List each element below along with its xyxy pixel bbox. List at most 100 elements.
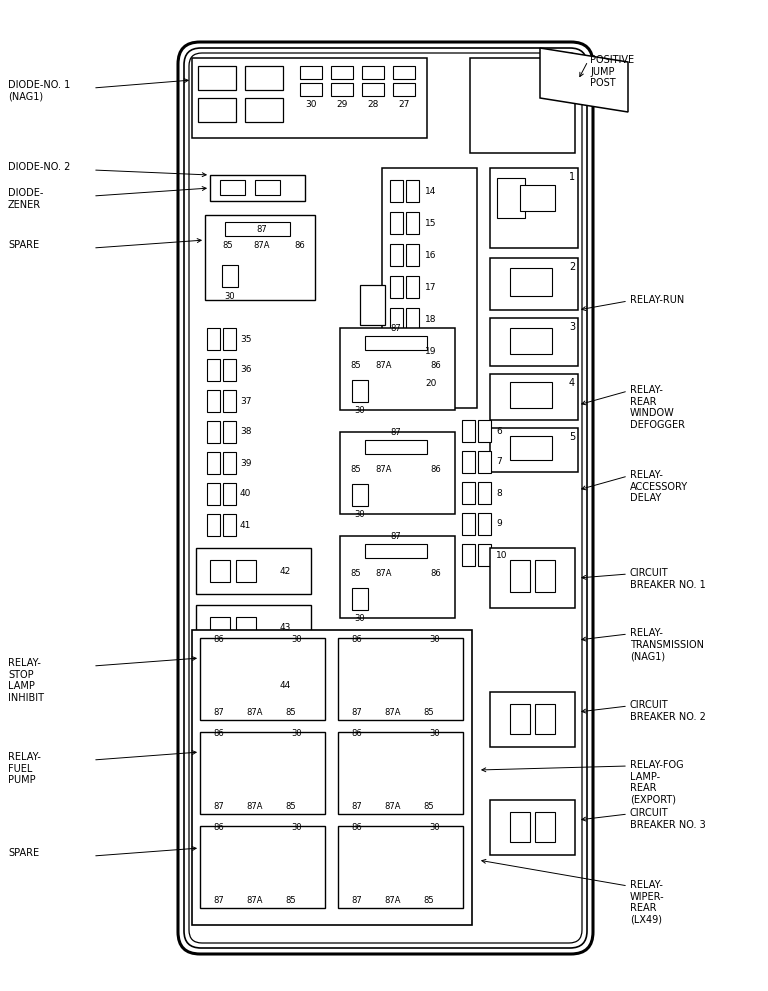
Bar — [406, 276, 419, 298]
Text: 5: 5 — [569, 432, 575, 442]
FancyBboxPatch shape — [178, 42, 593, 954]
Text: 30: 30 — [305, 100, 316, 109]
Text: DIODE-NO. 2: DIODE-NO. 2 — [8, 162, 71, 172]
Text: 41: 41 — [240, 520, 251, 529]
Text: CIRCUIT
BREAKER NO. 1: CIRCUIT BREAKER NO. 1 — [630, 568, 706, 590]
Text: 28: 28 — [367, 100, 379, 109]
Text: 87A: 87A — [247, 802, 263, 811]
Text: 87A: 87A — [376, 362, 392, 371]
Text: 87A: 87A — [385, 896, 401, 905]
Bar — [365, 440, 427, 454]
Bar — [390, 372, 403, 394]
Text: 18: 18 — [425, 314, 436, 323]
Text: 15: 15 — [425, 218, 436, 228]
Text: 87: 87 — [214, 802, 224, 811]
Bar — [490, 800, 575, 855]
Bar — [225, 222, 290, 236]
Text: 20: 20 — [425, 379, 436, 387]
Text: 27: 27 — [399, 100, 409, 109]
Text: 85: 85 — [424, 802, 435, 811]
Bar — [462, 420, 475, 442]
Text: 7: 7 — [496, 458, 502, 467]
Bar — [490, 318, 578, 366]
Text: 29: 29 — [336, 100, 348, 109]
Bar — [422, 872, 436, 892]
Bar — [196, 662, 311, 708]
Bar — [223, 390, 236, 412]
Text: 86: 86 — [430, 570, 441, 579]
Bar — [535, 704, 555, 734]
Text: 19: 19 — [425, 347, 436, 356]
Bar — [462, 482, 475, 504]
Bar — [205, 215, 315, 300]
Text: RELAY-
TRANSMISSION
(NAG1): RELAY- TRANSMISSION (NAG1) — [630, 628, 704, 661]
Bar — [207, 390, 220, 412]
Bar — [236, 617, 256, 639]
Bar — [365, 544, 427, 558]
Bar — [207, 328, 220, 350]
Text: CIRCUIT
BREAKER NO. 2: CIRCUIT BREAKER NO. 2 — [630, 700, 706, 721]
Bar — [284, 684, 298, 704]
Text: 85: 85 — [424, 708, 435, 717]
Text: 87A: 87A — [385, 708, 401, 717]
Text: 30: 30 — [429, 823, 440, 832]
Text: RELAY-
WIPER-
REAR
(LX49): RELAY- WIPER- REAR (LX49) — [630, 880, 664, 925]
Bar — [490, 374, 578, 420]
Bar — [535, 560, 555, 592]
Bar — [350, 646, 364, 666]
Text: 86: 86 — [430, 362, 441, 371]
Bar — [478, 451, 491, 473]
Text: 86: 86 — [214, 729, 224, 738]
Bar — [255, 180, 280, 195]
Bar — [390, 212, 403, 234]
Bar — [406, 244, 419, 266]
Bar — [223, 359, 236, 381]
Bar — [245, 98, 283, 122]
Bar — [352, 588, 368, 610]
Text: 43: 43 — [280, 623, 291, 632]
Bar — [212, 834, 226, 854]
Text: 85: 85 — [350, 362, 361, 371]
Bar — [340, 432, 455, 514]
Text: RELAY-RUN: RELAY-RUN — [630, 295, 684, 305]
Bar — [290, 646, 304, 666]
Text: RELAY-
REAR
WINDOW
DEFOGGER: RELAY- REAR WINDOW DEFOGGER — [630, 385, 685, 430]
Bar — [207, 452, 220, 474]
Text: 87: 87 — [352, 708, 362, 717]
Text: 87: 87 — [391, 428, 402, 437]
Text: 87: 87 — [257, 226, 267, 235]
Bar — [393, 83, 415, 96]
Text: 87: 87 — [214, 708, 224, 717]
Bar — [350, 684, 364, 704]
Bar — [248, 778, 262, 798]
Bar — [386, 778, 400, 798]
Text: 44: 44 — [280, 681, 291, 690]
Bar — [290, 834, 304, 854]
Bar — [406, 340, 419, 362]
Text: 17: 17 — [425, 282, 436, 291]
Text: 86: 86 — [352, 635, 362, 644]
Bar — [210, 175, 305, 201]
Bar — [236, 674, 256, 696]
Bar — [428, 740, 442, 760]
Text: 16: 16 — [425, 251, 436, 260]
Bar — [223, 483, 236, 505]
Bar — [248, 872, 262, 892]
Bar — [210, 617, 230, 639]
Bar — [406, 372, 419, 394]
Bar — [196, 605, 311, 651]
Bar — [510, 436, 552, 460]
Text: DIODE-
ZENER: DIODE- ZENER — [8, 188, 43, 210]
Bar — [212, 740, 226, 760]
Text: 9: 9 — [496, 519, 502, 528]
Bar — [350, 872, 364, 892]
Bar — [490, 168, 578, 248]
Bar — [222, 265, 238, 287]
Bar — [390, 340, 403, 362]
Bar — [390, 244, 403, 266]
Bar — [207, 359, 220, 381]
Text: 38: 38 — [240, 427, 251, 436]
Bar — [212, 684, 226, 704]
Text: 42: 42 — [280, 567, 291, 576]
Text: RELAY-
FUEL
PUMP: RELAY- FUEL PUMP — [8, 752, 41, 785]
